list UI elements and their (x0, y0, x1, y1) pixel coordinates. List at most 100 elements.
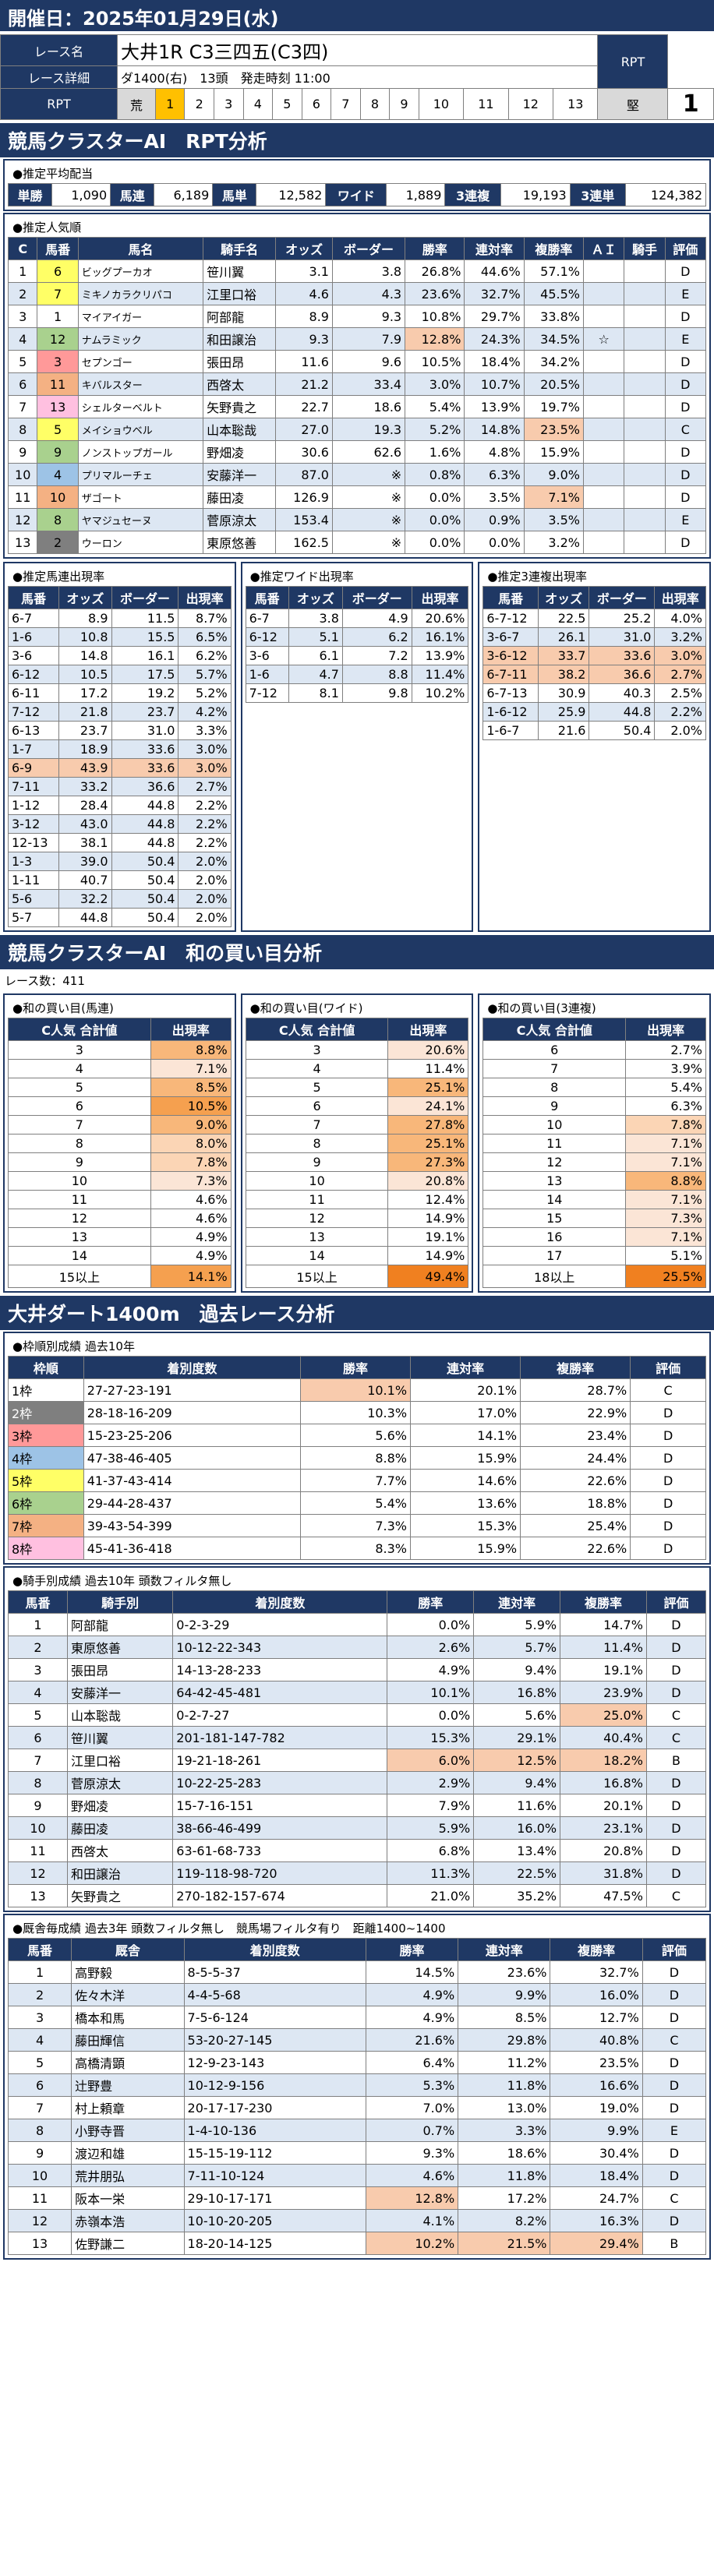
wa-cell: 8.8% (625, 1171, 707, 1191)
waku-header: 勝率 (299, 1356, 412, 1379)
pop-cell (624, 508, 666, 531)
table-row: 13 佐野謙二 18-20-14-125 10.2% 21.5% 29.4% B (7, 2232, 707, 2255)
trainer-cell: 5.3% (365, 2073, 459, 2097)
wa-cell: 6 (482, 1040, 627, 1060)
wide-cell: 6.2 (341, 627, 412, 647)
pop-cell: 34.5% (523, 327, 584, 351)
jockey-cell: 和田譲治 (66, 1861, 174, 1885)
table-row: 6-9 43.9 33.6 3.0% (7, 758, 232, 778)
wide-cell: 8.8 (341, 665, 412, 684)
jockey-cell: D (645, 1771, 707, 1794)
wa-cell: 6 (245, 1096, 389, 1116)
umaren-cell: 5.7% (178, 665, 232, 684)
pop-cell: ※ (331, 463, 406, 486)
pop-cell: 1 (7, 259, 38, 283)
pop-cell: 13 (37, 395, 79, 418)
pop-cell: 4.8% (464, 440, 525, 464)
jockey-cell: 31.8% (560, 1861, 647, 1885)
table-row: 6-7-12 22.5 25.2 4.0% (482, 609, 707, 628)
jockey-cell: 9.4% (473, 1771, 561, 1794)
sanrenpuku-cell: 6-7-11 (482, 665, 539, 684)
waku-cell: 8枠 (8, 1537, 84, 1560)
trainer-cell: 21.6% (365, 2028, 459, 2052)
trainer-cell: 7-11-10-124 (183, 2164, 366, 2187)
pop-cell (582, 259, 625, 283)
jockey-cell: 2.9% (387, 1771, 475, 1794)
pop-cell: マイアイガー (77, 305, 204, 328)
pop-cell: 14.8% (464, 418, 525, 441)
jockey-cell: 4 (8, 1681, 68, 1704)
waku-cell: 14.1% (410, 1424, 521, 1447)
wide-cell: 7.2 (341, 646, 412, 665)
jockey-cell: 安藤洋一 (66, 1681, 174, 1704)
table-row: 6-7 8.9 11.5 8.7% (7, 609, 232, 628)
pop-cell (582, 463, 625, 486)
pop-cell: キバルスター (77, 372, 204, 396)
jockey-cell: 12.5% (473, 1749, 561, 1772)
race-name: 大井1R C3三四五(C3四) (116, 34, 599, 66)
pop-cell: 7 (7, 395, 38, 418)
pop-cell: 10 (7, 463, 38, 486)
jockey-cell: D (645, 1658, 707, 1681)
wide-header: 出現率 (411, 586, 469, 609)
pop-cell: 2 (7, 282, 38, 305)
waku-header: 着別度数 (83, 1356, 301, 1379)
trainer-cell: 16.6% (550, 2073, 643, 2097)
sanrenpuku-header: 馬番 (482, 586, 539, 609)
jockey-cell: 13 (8, 1884, 68, 1907)
trainer-cell: 高野毅 (71, 1960, 185, 1984)
payout-key: 馬連 (110, 183, 155, 206)
table-row: 1-12 28.4 44.8 2.2% (7, 796, 232, 815)
umaren-header: 馬番 (7, 586, 60, 609)
umaren-cell: 11.5 (111, 609, 179, 628)
jockey-box: ●騎手別成績 過去10年 頭数フィルタ無し 馬番 騎手別 着別度数 勝率 連対率 複勝率評… (3, 1566, 711, 1912)
pop-cell: 3.1 (275, 259, 333, 283)
trainer-cell: 佐野謙二 (71, 2232, 185, 2255)
pop-cell: 1 (37, 305, 79, 328)
wa-header: 出現率 (625, 1018, 707, 1041)
pop-cell: 45.5% (523, 282, 584, 305)
waku-cell: 8.8% (299, 1446, 412, 1470)
wa-cell: 19.1% (387, 1227, 469, 1247)
pop-cell: 13 (7, 531, 38, 554)
umaren-cell: 2.0% (178, 870, 232, 890)
pop-cell: 15.9% (523, 440, 584, 464)
trainer-cell: 11.8% (458, 2164, 551, 2187)
pop-cell: 33.8% (523, 305, 584, 328)
table-row: 17 5.1% (482, 1246, 707, 1265)
wa-cell: 3 (8, 1040, 151, 1060)
wa-cell: 11 (245, 1190, 389, 1209)
umaren-cell: 39.0 (58, 852, 112, 871)
table-row: 8 5 メイショウベル 山本聡哉 27.0 19.3 5.2% 14.8% 23.5% C (7, 418, 707, 441)
jockey-cell: 江里口裕 (66, 1749, 174, 1772)
jockey-cell: 10-12-22-343 (172, 1636, 388, 1659)
wa-wide-title: ●和の買い目(ワイド) (249, 1001, 363, 1015)
trainer-cell: 40.8% (550, 2028, 643, 2052)
jockey-cell: 47.5% (560, 1884, 647, 1907)
umaren-cell: 17.5 (111, 665, 179, 684)
waku-cell: 15.9% (410, 1446, 521, 1470)
trainer-cell: 9.9% (550, 2119, 643, 2142)
section-rpt-title: 競馬クラスターAI RPT分析 (0, 123, 714, 157)
table-row: 5 8.5% (8, 1078, 232, 1097)
pop-cell: 23.5% (523, 418, 584, 441)
waku-cell: 1枠 (8, 1378, 84, 1402)
umaren-cell: 7-11 (7, 777, 60, 796)
table-row: 14 7.1% (482, 1190, 707, 1209)
trainer-cell: D (642, 2164, 707, 2187)
umaren-cell: 44.8 (58, 908, 112, 927)
wa-cell: 8.8% (150, 1040, 232, 1060)
umaren-cell: 32.2 (58, 889, 112, 909)
jockey-cell: 1 (8, 1613, 68, 1636)
table-row: 5-6 32.2 50.4 2.0% (7, 889, 232, 909)
pop-header: 馬番 (37, 237, 79, 260)
jockey-cell: 西啓太 (66, 1839, 174, 1862)
umaren-header: オッズ (58, 586, 112, 609)
jockey-cell: 11.6% (473, 1794, 561, 1817)
pop-cell: 4 (37, 463, 79, 486)
trainer-cell: 19.0% (550, 2096, 643, 2119)
jockey-cell: B (645, 1749, 707, 1772)
pop-cell: 安藤洋一 (203, 463, 277, 486)
table-row: 3 8.8% (8, 1040, 232, 1060)
pop-cell: 5 (7, 350, 38, 373)
